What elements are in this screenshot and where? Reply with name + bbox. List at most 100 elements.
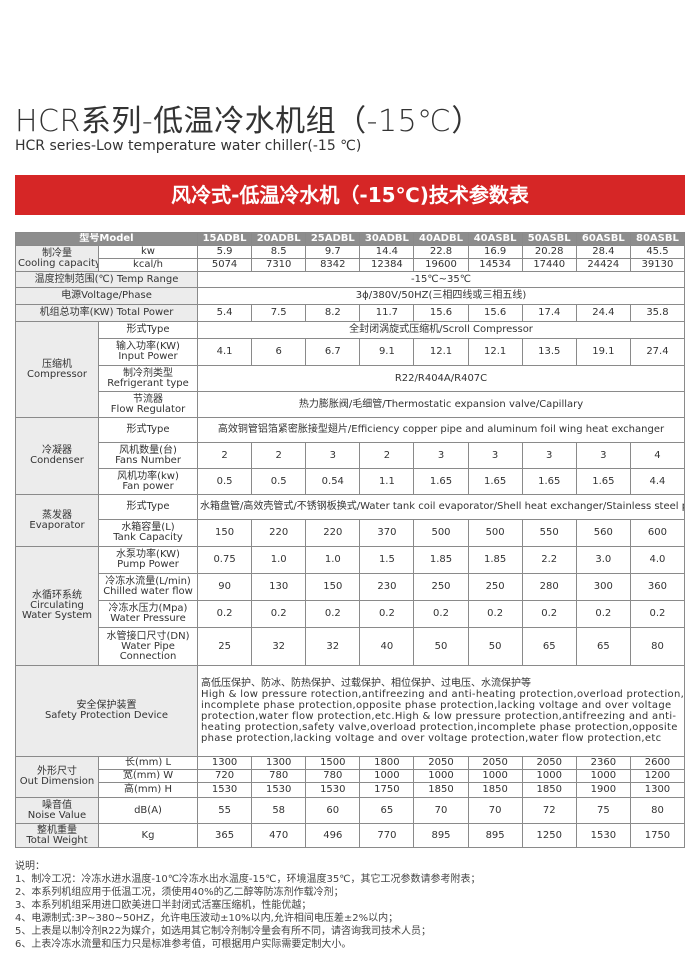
span-cell: 热力膨胀阀/毛细管/Thermostatic expansion valve/C… (197, 391, 685, 418)
row-label: 高(mm) H (97, 782, 199, 798)
value-cell: 7310 (251, 258, 307, 272)
span-cell: R22/R404A/R407C (197, 365, 685, 392)
value-cell: 780 (305, 769, 361, 783)
cell-line: dB(A) (134, 804, 162, 816)
row-label: 冷冻水压力(Mpa) Water Pressure (97, 600, 199, 628)
row-label: 水泵功率(KW) Pump Power (97, 546, 199, 574)
value-cell: 11.7 (359, 304, 415, 322)
cell-line: 形式Type (126, 501, 170, 512)
value-cell: 13.5 (521, 338, 577, 366)
cell-line: Water Pressure (110, 613, 186, 624)
value-cell: 15.6 (467, 304, 523, 322)
value-cell: 0.2 (575, 600, 631, 628)
table-row: 输入功率(KW) Input Power 4.1 6 6.7 9.1 12.1 12.1 13.… (16, 338, 686, 366)
cell-line: Water System (21, 610, 93, 621)
value-cell: 1800 (359, 756, 415, 770)
value-cell: 50 (467, 627, 523, 666)
group-label: 压缩机 Compressor (15, 321, 99, 418)
value-cell: 2 (359, 442, 415, 469)
value-cell: 560 (575, 519, 631, 547)
value-cell: 80 (629, 797, 686, 824)
cell-line: 形式Type (126, 324, 170, 335)
cell-line: 制冷量 (42, 247, 72, 259)
value-cell: 600 (629, 519, 686, 547)
value-cell: 1.0 (251, 546, 307, 574)
row-label: dB(A) (97, 797, 199, 824)
value-cell: 150 (197, 519, 253, 547)
row-label: 水管接口尺寸(DN) Water Pipe Connection (97, 627, 199, 666)
model-cell: 15ADBL (197, 232, 253, 246)
cell-line: 形式Type (126, 424, 170, 435)
value-cell: 70 (467, 797, 523, 824)
row-label: 形式Type (97, 494, 199, 520)
note-item: 4、电源制式:3P~380~50HZ，允许电压波动±10%以内,允许相间电压差±… (15, 913, 399, 924)
value-cell: 370 (359, 519, 415, 547)
value-cell: 150 (305, 573, 361, 601)
cell-line: Circulating (30, 600, 84, 611)
cell-line: Total Weight (26, 834, 88, 846)
model-cell: 40ADBL (413, 232, 469, 246)
note-item: 1、制冷工况：冷冻水进水温度-10℃冷冻水出水温度-15℃，环境温度35℃，其它… (15, 874, 481, 885)
value-cell: 1.85 (467, 546, 523, 574)
value-cell: 1000 (575, 769, 631, 783)
span-cell: -15℃~35℃ (197, 271, 685, 288)
value-cell: 720 (197, 769, 253, 783)
row-label: Kg (97, 823, 199, 848)
value-cell: 5.9 (197, 245, 253, 259)
value-cell: 1000 (521, 769, 577, 783)
value-cell: 40 (359, 627, 415, 666)
value-cell: 55 (197, 797, 253, 824)
table-row: 外形尺寸 Out Dimension 长(mm) L 1300 1300 1500 1800… (15, 756, 686, 798)
table-row: 压缩机 Compressor 形式Type 全封闭涡旋式压缩机/Scroll Comp… (15, 321, 685, 418)
row-label: 风机数量(台) Fans Number (97, 442, 199, 469)
cell-line: 水循环系统 (32, 590, 82, 601)
value-cell: 3 (575, 442, 631, 469)
span-cell: 3ϕ/380V/50HZ(三相四线或三相五线) (197, 287, 685, 305)
cell-line: 宽(mm) W (122, 770, 174, 781)
row-label: 冷冻水流量(L/min) Chilled water flow (97, 573, 199, 601)
table-row: 水箱容量(L) Tank Capacity 150 220 220 370 500 500 55… (16, 519, 686, 547)
group-label: 整机重量 Total Weight (15, 823, 99, 848)
note-item: 3、本系列机组采用进口欧美进口半封闭式活塞压缩机，性能优越； (15, 900, 312, 911)
value-cell: 500 (467, 519, 523, 547)
notes: 说明： 1、制冷工况：冷冻水进水温度-10℃冷冻水出水温度-15℃，环境温度35… (15, 860, 480, 951)
value-cell: 2.2 (521, 546, 577, 574)
value-cell: 1.65 (467, 468, 523, 495)
cell-line: 电源Voltage/Phase (61, 290, 152, 301)
group-label: 冷凝器 Condenser (15, 417, 99, 495)
cell-line: Flow Regulator (110, 403, 186, 415)
text-cell: 高低压保护、防冰、防热保护、过载保护、相位保护、过电压、水流保护等 High & … (197, 665, 685, 757)
cell-line: 输入功率(KW) (116, 341, 180, 352)
value-cell: 1.85 (413, 546, 469, 574)
value-cell: 1.0 (305, 546, 361, 574)
value-cell: 70 (413, 797, 469, 824)
value-cell: 60 (305, 797, 361, 824)
cell-line: Fans Number (115, 454, 181, 466)
table-row: 冷冻水压力(Mpa) Water Pressure 0.2 0.2 0.2 0.2 0.2 0… (16, 600, 686, 628)
value-cell: 12.1 (467, 338, 523, 366)
group-label: 蒸发器 Evaporator (15, 494, 99, 547)
group-label: 噪音值 Noise Value (15, 797, 99, 824)
value-cell: 496 (305, 823, 361, 848)
cell-line: Chilled water flow (103, 586, 193, 597)
cell-line: 压缩机 (42, 358, 72, 370)
cell-line: High & low pressure rotection,antifreezi… (201, 689, 685, 700)
value-cell: 1.5 (359, 546, 415, 574)
table-row: 机组总功率(KW) Total Power 5.4 7.5 8.2 11.7 15.6 15… (14, 304, 686, 322)
value-cell: 6 (251, 338, 307, 366)
value-cell: 45.5 (629, 245, 686, 259)
value-cell: 3 (467, 442, 523, 469)
table-row: 制冷量 Cooling capacity kw 5.9 8.5 9.7 14.4 22.8 16… (15, 245, 686, 272)
table-row: 风机数量(台) Fans Number 2 2 3 2 3 3 3 3 4 (16, 442, 686, 469)
value-cell: 58 (251, 797, 307, 824)
value-cell: 1300 (251, 756, 307, 770)
table-row: 电源Voltage/Phase 3ϕ/380V/50HZ(三相四线或三相五线) (14, 287, 685, 305)
value-cell: 2050 (413, 756, 469, 770)
value-cell: 2 (251, 442, 307, 469)
row-label: 宽(mm) W (97, 769, 199, 783)
cell-line: Evaporator (29, 519, 85, 531)
value-cell: 39130 (629, 258, 686, 272)
row-label: 形式Type (97, 417, 199, 443)
value-cell: 365 (197, 823, 253, 848)
row-label: 制冷剂类型 Refrigerant type (97, 365, 199, 392)
